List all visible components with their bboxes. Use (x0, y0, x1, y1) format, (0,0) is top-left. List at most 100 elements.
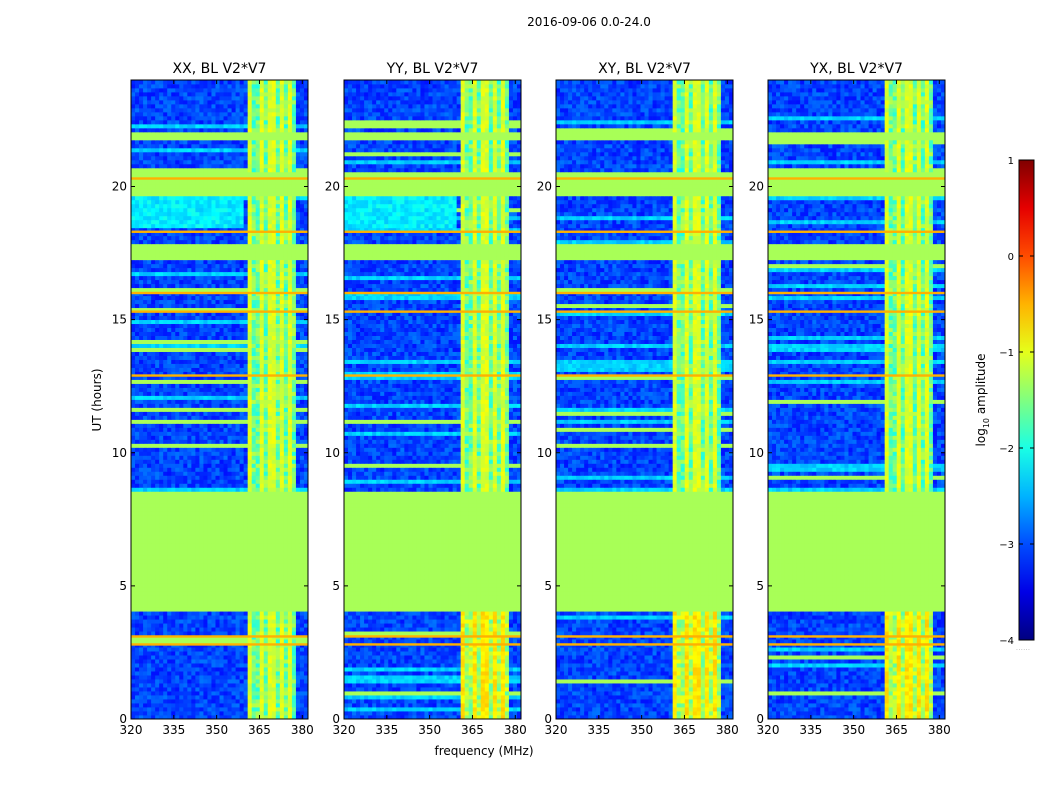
heatmap-cell (167, 687, 172, 692)
heatmap-cell (191, 691, 196, 696)
heatmap-cell (167, 535, 172, 540)
heatmap-cell (243, 343, 249, 348)
heatmap-cell (283, 331, 289, 336)
heatmap-cell (227, 307, 232, 313)
heatmap-cell (187, 575, 192, 580)
heatmap-cell (211, 551, 216, 556)
heatmap-cell (155, 479, 160, 484)
heatmap-cell (179, 419, 184, 424)
heatmap-cell (267, 303, 273, 309)
heatmap-cell (267, 395, 273, 400)
heatmap-cell (147, 335, 152, 340)
heatmap-cell (155, 511, 160, 516)
heatmap-cell (179, 555, 184, 560)
heatmap-cell (299, 627, 305, 632)
heatmap-cell (287, 487, 293, 492)
heatmap-cell (239, 539, 245, 544)
heatmap-cell (223, 407, 228, 412)
heatmap-cell (131, 567, 136, 572)
heatmap-cell (147, 631, 152, 636)
heatmap-cell (167, 307, 172, 313)
heatmap-cell (163, 623, 168, 628)
heatmap-cell (155, 503, 160, 508)
heatmap-cell (159, 511, 164, 516)
heatmap-cell (151, 515, 156, 520)
heatmap-cell (231, 587, 236, 592)
heatmap-cell (299, 447, 305, 452)
heatmap-cell (223, 375, 228, 380)
heatmap-cell (227, 655, 232, 660)
heatmap-cell (259, 595, 265, 600)
heatmap-cell (163, 591, 168, 596)
heatmap-cell (159, 571, 164, 576)
heatmap-cell (223, 691, 228, 696)
heatmap-cell (187, 375, 192, 380)
heatmap-cell (203, 283, 208, 289)
heatmap-cell (255, 299, 261, 305)
heatmap-cell (207, 315, 212, 321)
heatmap-cell (151, 631, 156, 636)
heatmap-cell (139, 543, 144, 548)
heatmap-cell (287, 495, 293, 500)
heatmap-cell (283, 367, 289, 372)
heatmap-cell (147, 423, 152, 428)
heatmap-cell (239, 407, 245, 412)
heatmap-cell (235, 371, 241, 376)
heatmap-cell (303, 579, 308, 584)
heatmap-cell (187, 299, 192, 305)
heatmap-cell (163, 567, 168, 572)
heatmap-cell (183, 379, 188, 384)
heatmap-cell (155, 707, 160, 712)
heatmap-cell (183, 331, 188, 336)
heatmap-cell (175, 547, 180, 552)
heatmap-cell (215, 659, 220, 664)
heatmap-cell (131, 683, 136, 688)
heatmap-cell (247, 595, 253, 600)
heatmap-cell (195, 711, 200, 716)
heatmap-cell (223, 371, 228, 376)
heatmap-cell (259, 295, 265, 301)
heatmap-cell (203, 263, 208, 269)
heatmap-cell (215, 627, 220, 632)
heatmap-cell (223, 307, 228, 313)
heatmap-cell (183, 287, 188, 293)
heatmap-cell (235, 311, 241, 317)
heatmap-cell (251, 315, 257, 321)
heatmap-cell (183, 435, 188, 440)
heatmap-cell (267, 539, 273, 544)
heatmap-cell (219, 687, 224, 692)
heatmap-cell (235, 695, 241, 700)
heatmap-cell (299, 571, 305, 576)
heatmap-cell (187, 319, 192, 325)
heatmap-cell (299, 279, 305, 285)
heatmap-cell (239, 647, 245, 652)
heatmap-cell (163, 615, 168, 620)
heatmap-cell (147, 523, 152, 528)
heatmap-cell (215, 295, 220, 301)
heatmap-cell (155, 607, 160, 612)
heatmap-cell (171, 287, 176, 293)
heatmap-cell (147, 639, 152, 644)
heatmap-cell (283, 463, 289, 468)
heatmap-cell (195, 631, 200, 636)
heatmap-cell (247, 343, 253, 348)
heatmap-cell (223, 651, 228, 656)
heatmap-cell (259, 475, 265, 480)
heatmap-cell (183, 267, 188, 273)
heatmap-cell (207, 607, 212, 612)
heatmap-cell (275, 283, 281, 289)
heatmap-cell (147, 367, 152, 372)
heatmap-cell (195, 507, 200, 512)
heatmap-cell (251, 587, 257, 592)
heatmap-cell (211, 599, 216, 604)
heatmap-cell (155, 299, 160, 305)
heatmap-cell (287, 283, 293, 289)
heatmap-cell (139, 407, 144, 412)
heatmap-cell (139, 415, 144, 420)
heatmap-cell (239, 683, 245, 688)
heatmap-cell (283, 391, 289, 396)
heatmap-cell (159, 367, 164, 372)
heatmap-cell (175, 575, 180, 580)
heatmap-cell (151, 555, 156, 560)
heatmap-cell (235, 623, 241, 628)
